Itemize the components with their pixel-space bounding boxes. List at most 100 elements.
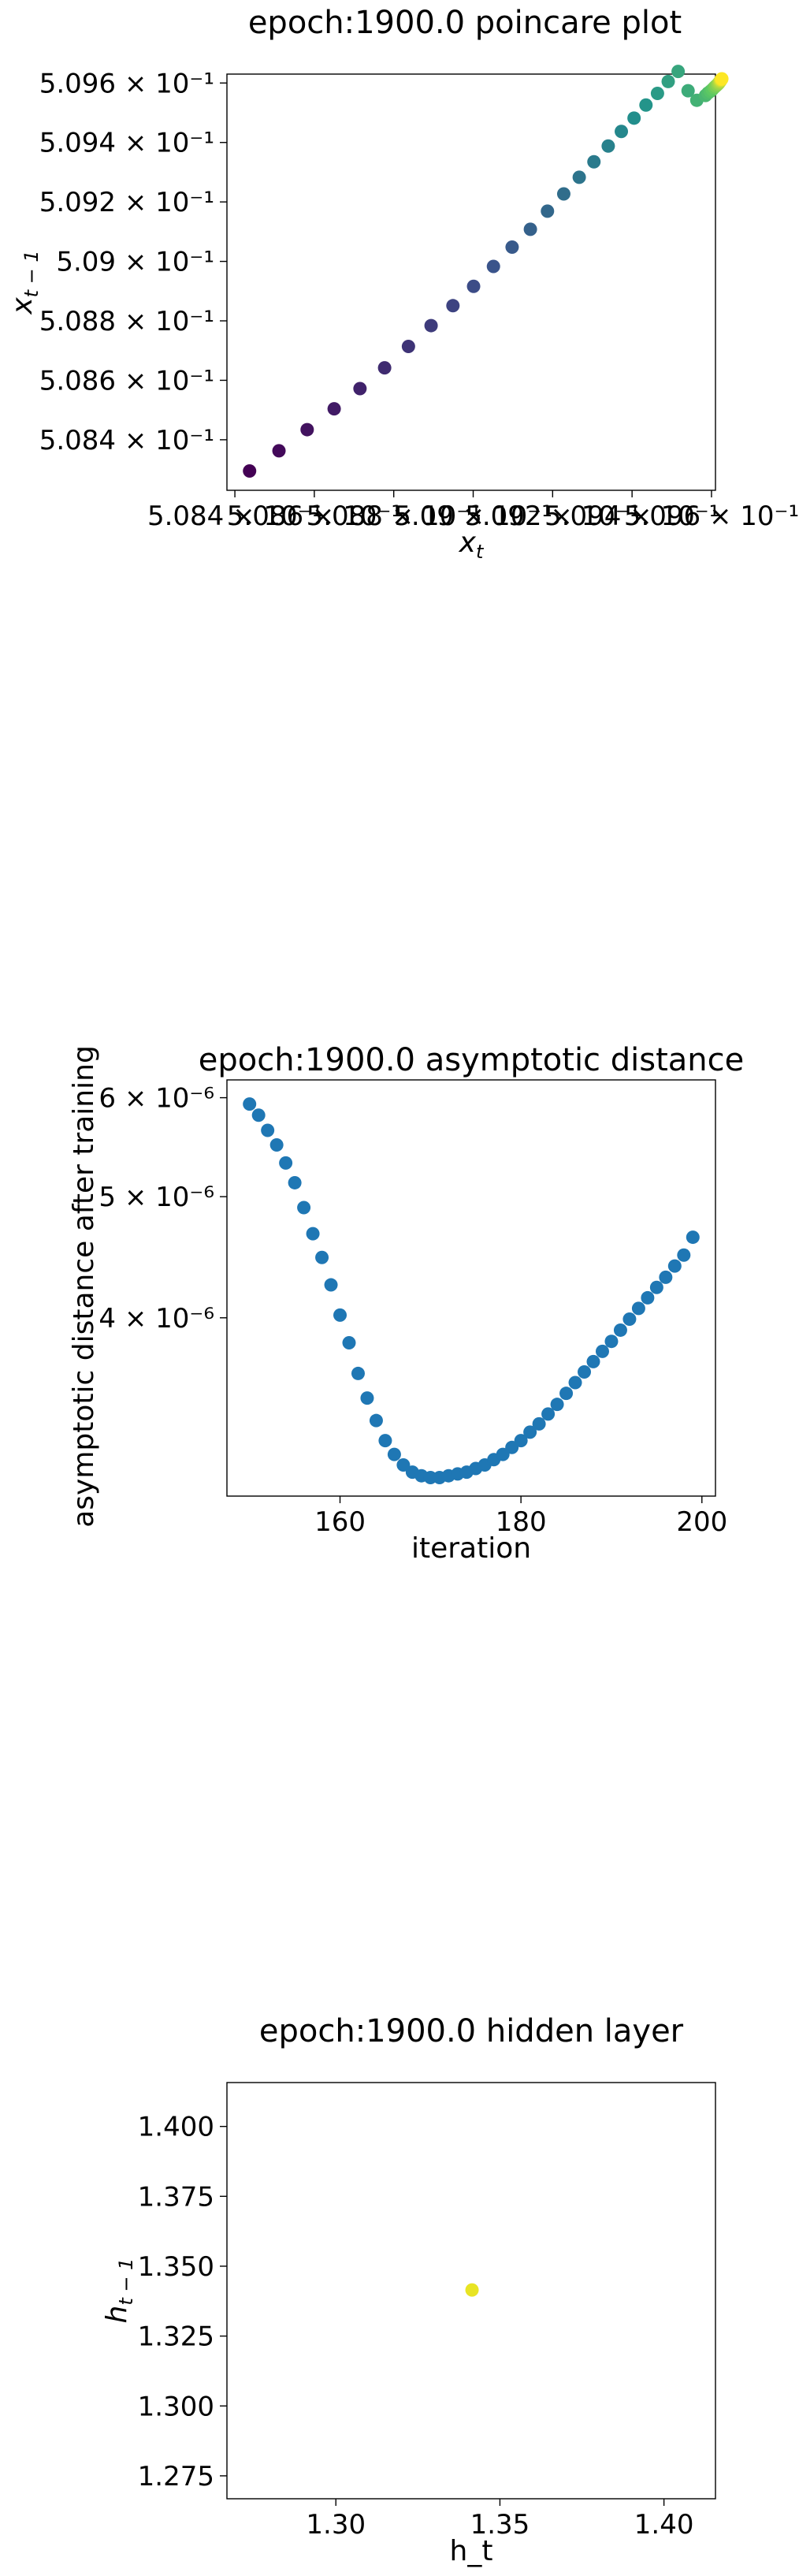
y-axis-label: ht − 1: [101, 2258, 137, 2324]
plot-area: [226, 1079, 716, 1497]
x-tick-label: 160: [314, 1506, 366, 1538]
data-point: [272, 444, 286, 458]
y-tick-label: 5.094 × 10⁻¹: [39, 128, 214, 159]
data-point: [505, 240, 519, 254]
y-axis-ticks: 4 × 10⁻⁶ 5 × 10⁻⁶ 6 × 10⁻⁶: [98, 1083, 227, 1335]
data-point: [659, 1270, 673, 1284]
data-point: [650, 87, 664, 101]
x-axis-label: h_t: [450, 2535, 493, 2567]
data-point: [677, 1248, 691, 1262]
data-points: [243, 1097, 700, 1484]
y-tick-label: 5.092 × 10⁻¹: [39, 187, 214, 218]
data-point: [387, 1447, 401, 1461]
data-point: [353, 382, 367, 396]
data-point: [541, 1407, 556, 1421]
x-tick-label: 5.096 × 10⁻¹: [624, 501, 799, 532]
y-tick-label: 5.084 × 10⁻¹: [39, 425, 214, 456]
x-tick-label: 180: [496, 1506, 547, 1538]
hidden-layer-plot: epoch:1900.0 hidden layer 1.30 1.35 1.40 1…: [101, 2013, 716, 2567]
data-point: [541, 204, 555, 218]
y-tick-label: 5.086 × 10⁻¹: [39, 365, 214, 396]
data-point: [715, 72, 729, 86]
data-point: [631, 1301, 645, 1316]
data-point: [288, 1175, 302, 1189]
data-point: [243, 1097, 257, 1111]
data-point: [523, 1425, 537, 1439]
x-axis-label: iteration: [411, 1532, 531, 1565]
data-point: [446, 299, 460, 313]
x-tick-label: 5.094 × 10⁻¹: [544, 501, 719, 532]
data-point: [496, 1447, 510, 1461]
data-point: [466, 279, 481, 293]
data-points: [465, 2283, 479, 2297]
data-point: [514, 1434, 528, 1448]
x-tick-label: 1.30: [306, 2509, 366, 2541]
data-point: [595, 1344, 609, 1358]
y-tick-label: 1.375: [138, 2181, 214, 2213]
data-point: [327, 402, 341, 416]
data-point: [671, 65, 686, 79]
data-point: [251, 1108, 266, 1122]
data-point: [401, 339, 415, 353]
data-point: [686, 1230, 700, 1245]
y-tick-label: 5.09 × 10⁻¹: [56, 247, 214, 278]
x-tick-label: 5.09 × 10⁻¹: [394, 501, 552, 532]
chart-title: epoch:1900.0 poincare plot: [248, 5, 682, 41]
data-point: [532, 1416, 546, 1431]
data-point: [572, 170, 586, 184]
y-tick-label: 6 × 10⁻⁶: [98, 1083, 214, 1115]
data-point: [369, 1413, 383, 1428]
y-tick-label: 5.088 × 10⁻¹: [39, 306, 214, 337]
data-point: [378, 1434, 392, 1448]
y-tick-label: 1.400: [138, 2112, 214, 2143]
data-point: [306, 1227, 320, 1241]
data-point: [622, 1312, 637, 1327]
x-tick-label: 5.088 × 10⁻¹: [307, 501, 481, 532]
y-axis-label: xt − 1: [6, 250, 43, 315]
y-axis-ticks: 5.084 × 10⁻¹ 5.086 × 10⁻¹ 5.088 × 10⁻¹ 5.09…: [39, 68, 227, 456]
data-points: [243, 65, 729, 478]
x-axis-ticks: 160 180 200: [314, 1496, 727, 1538]
data-point: [377, 361, 392, 375]
data-point: [333, 1308, 347, 1322]
x-tick-label: 1.35: [470, 2509, 530, 2541]
data-point: [396, 1458, 411, 1472]
y-tick-label: 1.350: [138, 2251, 214, 2283]
x-tick-label: 5.092 × 10⁻¹: [465, 501, 640, 532]
x-tick-label: 5.084 × 10⁻¹: [147, 501, 322, 532]
data-point: [649, 1280, 663, 1294]
data-point: [587, 154, 601, 169]
data-point: [601, 139, 615, 153]
data-point: [667, 1259, 682, 1273]
x-axis-ticks: 1.30 1.35 1.40: [306, 2499, 693, 2541]
data-point: [243, 463, 257, 478]
data-point: [297, 1201, 311, 1215]
y-tick-label: 1.300: [138, 2391, 214, 2422]
data-point: [279, 1156, 293, 1170]
data-point: [300, 423, 314, 437]
y-axis-ticks: 1.275 1.300 1.325 1.350 1.375 1.400: [138, 2112, 227, 2492]
data-point: [342, 1335, 356, 1349]
data-point: [568, 1375, 582, 1390]
data-point: [639, 98, 653, 112]
data-point: [523, 222, 537, 236]
data-point: [613, 1323, 627, 1337]
y-tick-label: 5.096 × 10⁻¹: [39, 68, 214, 99]
chart-title: epoch:1900.0 hidden layer: [259, 2013, 684, 2049]
asymptotic-distance-plot: epoch:1900.0 asymptotic distance 160 180 2…: [68, 1042, 744, 1565]
data-point: [641, 1290, 655, 1305]
data-point: [269, 1137, 284, 1152]
data-point: [578, 1365, 592, 1379]
data-point: [550, 1398, 564, 1412]
data-point: [360, 1391, 374, 1405]
y-axis-label: asymptotic distance after training: [68, 1045, 100, 1528]
data-point: [424, 318, 438, 333]
data-point: [559, 1387, 574, 1401]
data-point: [486, 259, 500, 274]
data-point: [465, 2283, 479, 2297]
data-point: [627, 111, 641, 125]
x-axis-label: xt: [459, 527, 485, 563]
data-point: [681, 84, 695, 98]
data-point: [615, 125, 629, 139]
